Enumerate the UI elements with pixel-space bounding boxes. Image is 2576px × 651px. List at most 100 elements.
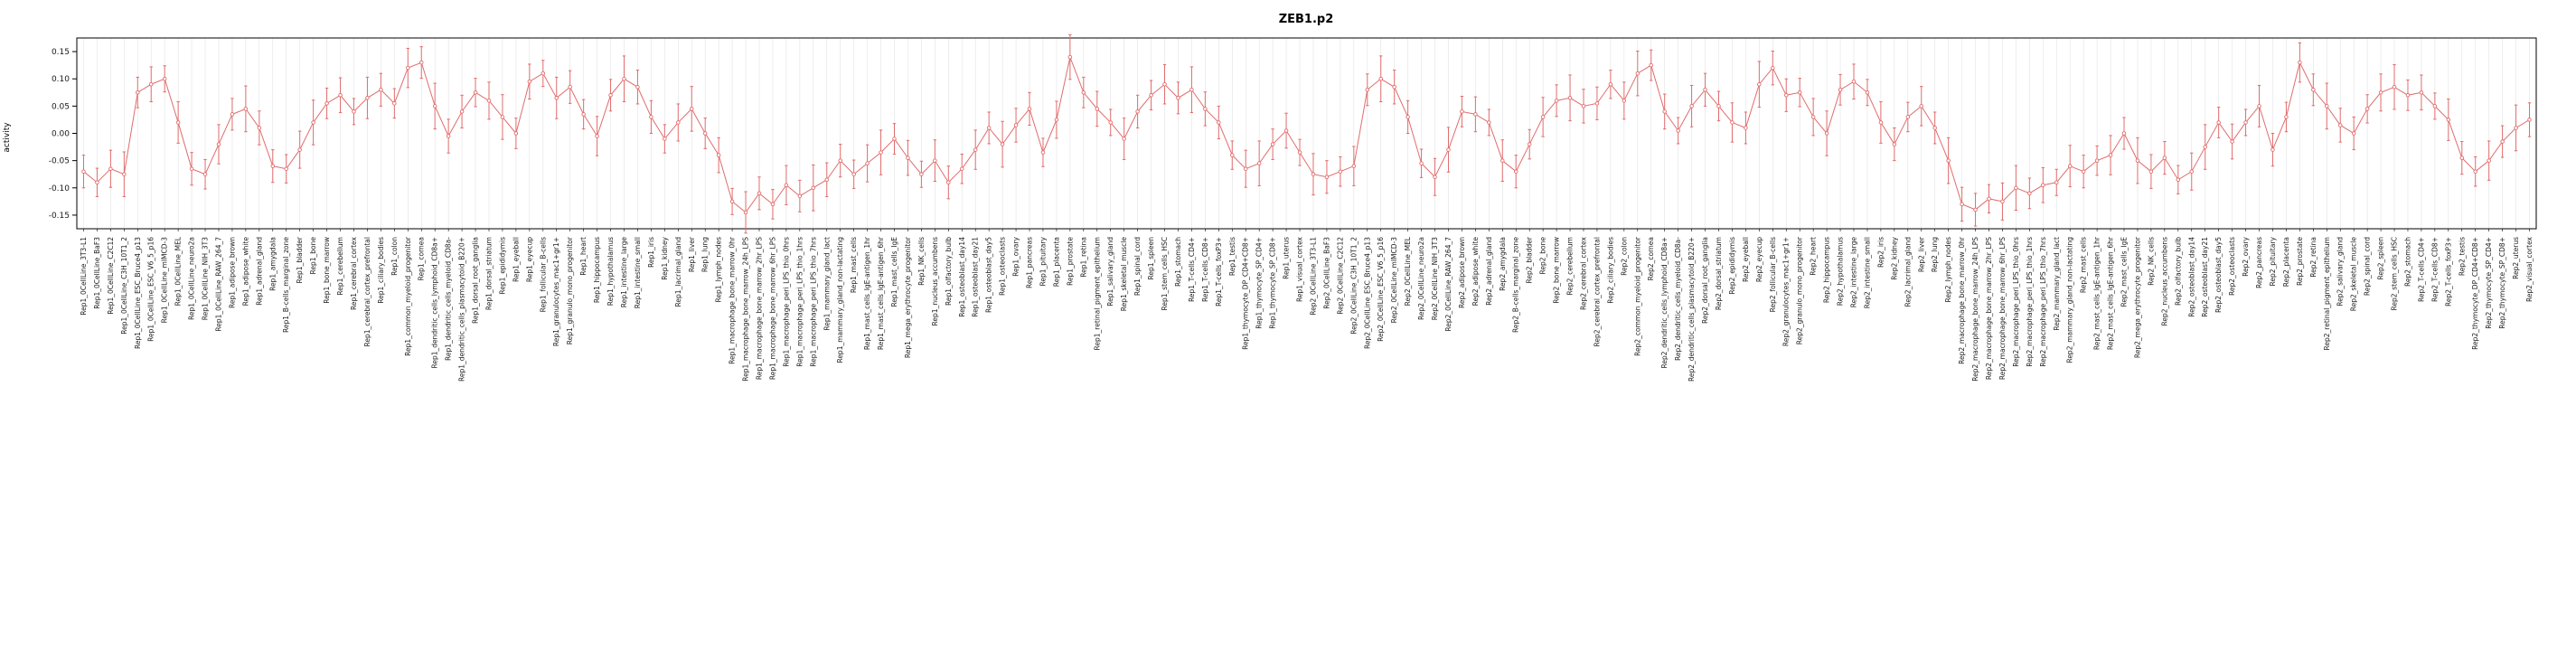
x-tick-label: Rep2_adrenal_gland — [1485, 237, 1493, 306]
data-point — [757, 191, 762, 196]
x-tick-label: Rep2_intestine_large — [1850, 237, 1858, 308]
x-tick-label: Rep1_lymph_nodes — [715, 237, 723, 303]
data-point — [1324, 175, 1330, 179]
x-tick-label: Rep1_T-cells_foxP3+ — [1215, 237, 1223, 307]
x-tick-label: Rep2_prostate — [2296, 237, 2304, 286]
data-point — [2257, 104, 2261, 108]
data-point — [148, 81, 154, 87]
data-point — [1283, 128, 1289, 133]
data-point — [1960, 202, 1964, 207]
data-point — [797, 193, 803, 199]
x-tick-label: Rep1_0CellLine_NIH_3T3 — [202, 237, 210, 321]
x-tick-label: Rep2_0CellLine_ESC_Bruce4_p13 — [1363, 237, 1371, 349]
data-point — [379, 88, 383, 92]
plot-border — [76, 37, 2537, 230]
x-tick-label: Rep2_bone_marrow — [1553, 237, 1561, 304]
x-tick-label: Rep1_0CellLine_neuro2a — [188, 237, 196, 320]
data-point — [879, 150, 883, 155]
x-tick-label: Rep1_pituitary — [1039, 236, 1047, 286]
data-point — [2473, 169, 2477, 174]
x-tick-label: Rep1_testis — [1228, 237, 1236, 276]
x-tick-label: Rep2_common_myeloid_progenitor — [1633, 236, 1641, 356]
x-tick-label: Rep2_testis — [2458, 237, 2466, 276]
data-point — [581, 112, 586, 117]
data-point — [1365, 88, 1370, 92]
data-point — [1311, 172, 1316, 176]
x-tick-label: Rep2_bone — [1539, 237, 1547, 275]
data-point — [1771, 65, 1775, 71]
x-tick-label: Rep1_liver — [688, 236, 696, 272]
data-point — [1230, 153, 1235, 157]
x-tick-label: Rep1_bone — [309, 237, 317, 275]
data-point — [1189, 88, 1194, 92]
x-tick-label: Rep2_dorsal_striatum — [1715, 237, 1723, 310]
data-point — [865, 161, 870, 165]
data-point — [811, 185, 816, 191]
x-tick-label: Rep2_dendritic_cells_lymphoid_CD8a+ — [1660, 237, 1669, 368]
data-point — [1730, 120, 1735, 125]
x-tick-label: Rep2_cerebellum — [1566, 237, 1575, 296]
data-point — [2351, 131, 2356, 136]
x-tick-label: Rep1_granulocytes_mac1+gr1+ — [552, 237, 560, 346]
data-point — [1851, 79, 1857, 84]
data-point — [960, 166, 964, 171]
data-point — [2487, 158, 2491, 163]
data-point — [1757, 81, 1762, 87]
x-tick-label: Rep2_retina — [2309, 237, 2317, 278]
data-point — [2162, 156, 2167, 160]
x-tick-label: Rep1_olfactory_bulb — [945, 237, 953, 306]
data-point — [1176, 96, 1180, 100]
x-tick-label: Rep1_cornea — [418, 237, 426, 280]
x-tick-label: Rep1_spinal_cord — [1133, 237, 1142, 296]
data-point — [1081, 90, 1086, 95]
data-point — [1865, 90, 1870, 95]
x-tick-label: Rep2_amygdala — [1499, 237, 1507, 291]
x-tick-label: Rep1_dorsal_striatum — [484, 237, 493, 310]
x-tick-label: Rep2_cerebral_cortex — [1579, 236, 1587, 310]
data-point — [527, 79, 532, 84]
x-tick-label: Rep2_mast_cells_IgE-antigen_6hr — [2107, 236, 2115, 350]
data-point — [1446, 147, 1451, 152]
data-point — [1608, 81, 1613, 87]
x-tick-label: Rep1_0CellLine_ESC_Bruce4_p13 — [134, 237, 142, 349]
data-point — [770, 202, 776, 207]
data-point — [1892, 142, 1897, 146]
x-tick-label: Rep1_osteoblast_day21 — [972, 237, 980, 317]
data-point — [1392, 85, 1396, 90]
data-point — [432, 104, 437, 108]
x-tick-label: Rep2_uterus — [2512, 237, 2520, 279]
data-point — [406, 65, 410, 71]
data-point — [297, 147, 302, 152]
data-point — [2446, 118, 2451, 122]
data-point — [702, 131, 708, 136]
x-tick-label: Rep2_mammary_gland_non-lactating — [2066, 237, 2074, 363]
x-tick-label: Rep1_0CellLine_RAW_264_7 — [214, 237, 222, 332]
data-point — [1270, 142, 1275, 146]
x-tick-label: Rep2_dendritic_cells_plasmacytoid_B220+ — [1688, 237, 1696, 382]
x-tick-label: Rep1_thymocyte_SP_CD4+ — [1255, 237, 1264, 329]
x-tick-label: Rep2_macrophage_peri_LPS_thio_7hrs — [2039, 237, 2047, 367]
data-point — [446, 134, 451, 138]
x-tick-label: Rep2_0CellLine_BaF3 — [1322, 237, 1330, 309]
x-tick-label: Rep1_salivary_gland — [1106, 237, 1114, 307]
x-tick-label: Rep1_bone_marrow — [323, 237, 331, 304]
data-point — [1594, 101, 1600, 106]
x-tick-label: Rep2_iris — [1876, 237, 1885, 268]
data-point — [2230, 139, 2234, 144]
x-tick-label: Rep2_0CellLine_C2C12 — [1336, 237, 1344, 315]
x-tick-label: Rep2_eyeball — [1742, 237, 1750, 282]
x-tick-label: Rep2_mast_cells_IgE — [2120, 237, 2129, 307]
data-point — [392, 101, 397, 106]
x-tick-label: Rep2_cornea — [1647, 237, 1655, 280]
data-point — [216, 142, 221, 146]
data-point — [1838, 88, 1843, 92]
x-tick-label: Rep1_colon — [390, 237, 399, 276]
x-tick-label: Rep1_osteoblast_day14 — [958, 237, 966, 317]
x-tick-label: Rep2_NK_cells — [2147, 237, 2155, 286]
data-point — [1433, 175, 1437, 179]
x-tick-label: Rep1_intestine_large — [620, 237, 628, 308]
x-tick-label: Rep1_adrenal_gland — [255, 237, 263, 306]
data-point — [284, 166, 288, 171]
x-tick-label: Rep1_hypothalamus — [606, 237, 615, 306]
x-tick-label: Rep2_stem_cells_HSC — [2391, 237, 2399, 311]
